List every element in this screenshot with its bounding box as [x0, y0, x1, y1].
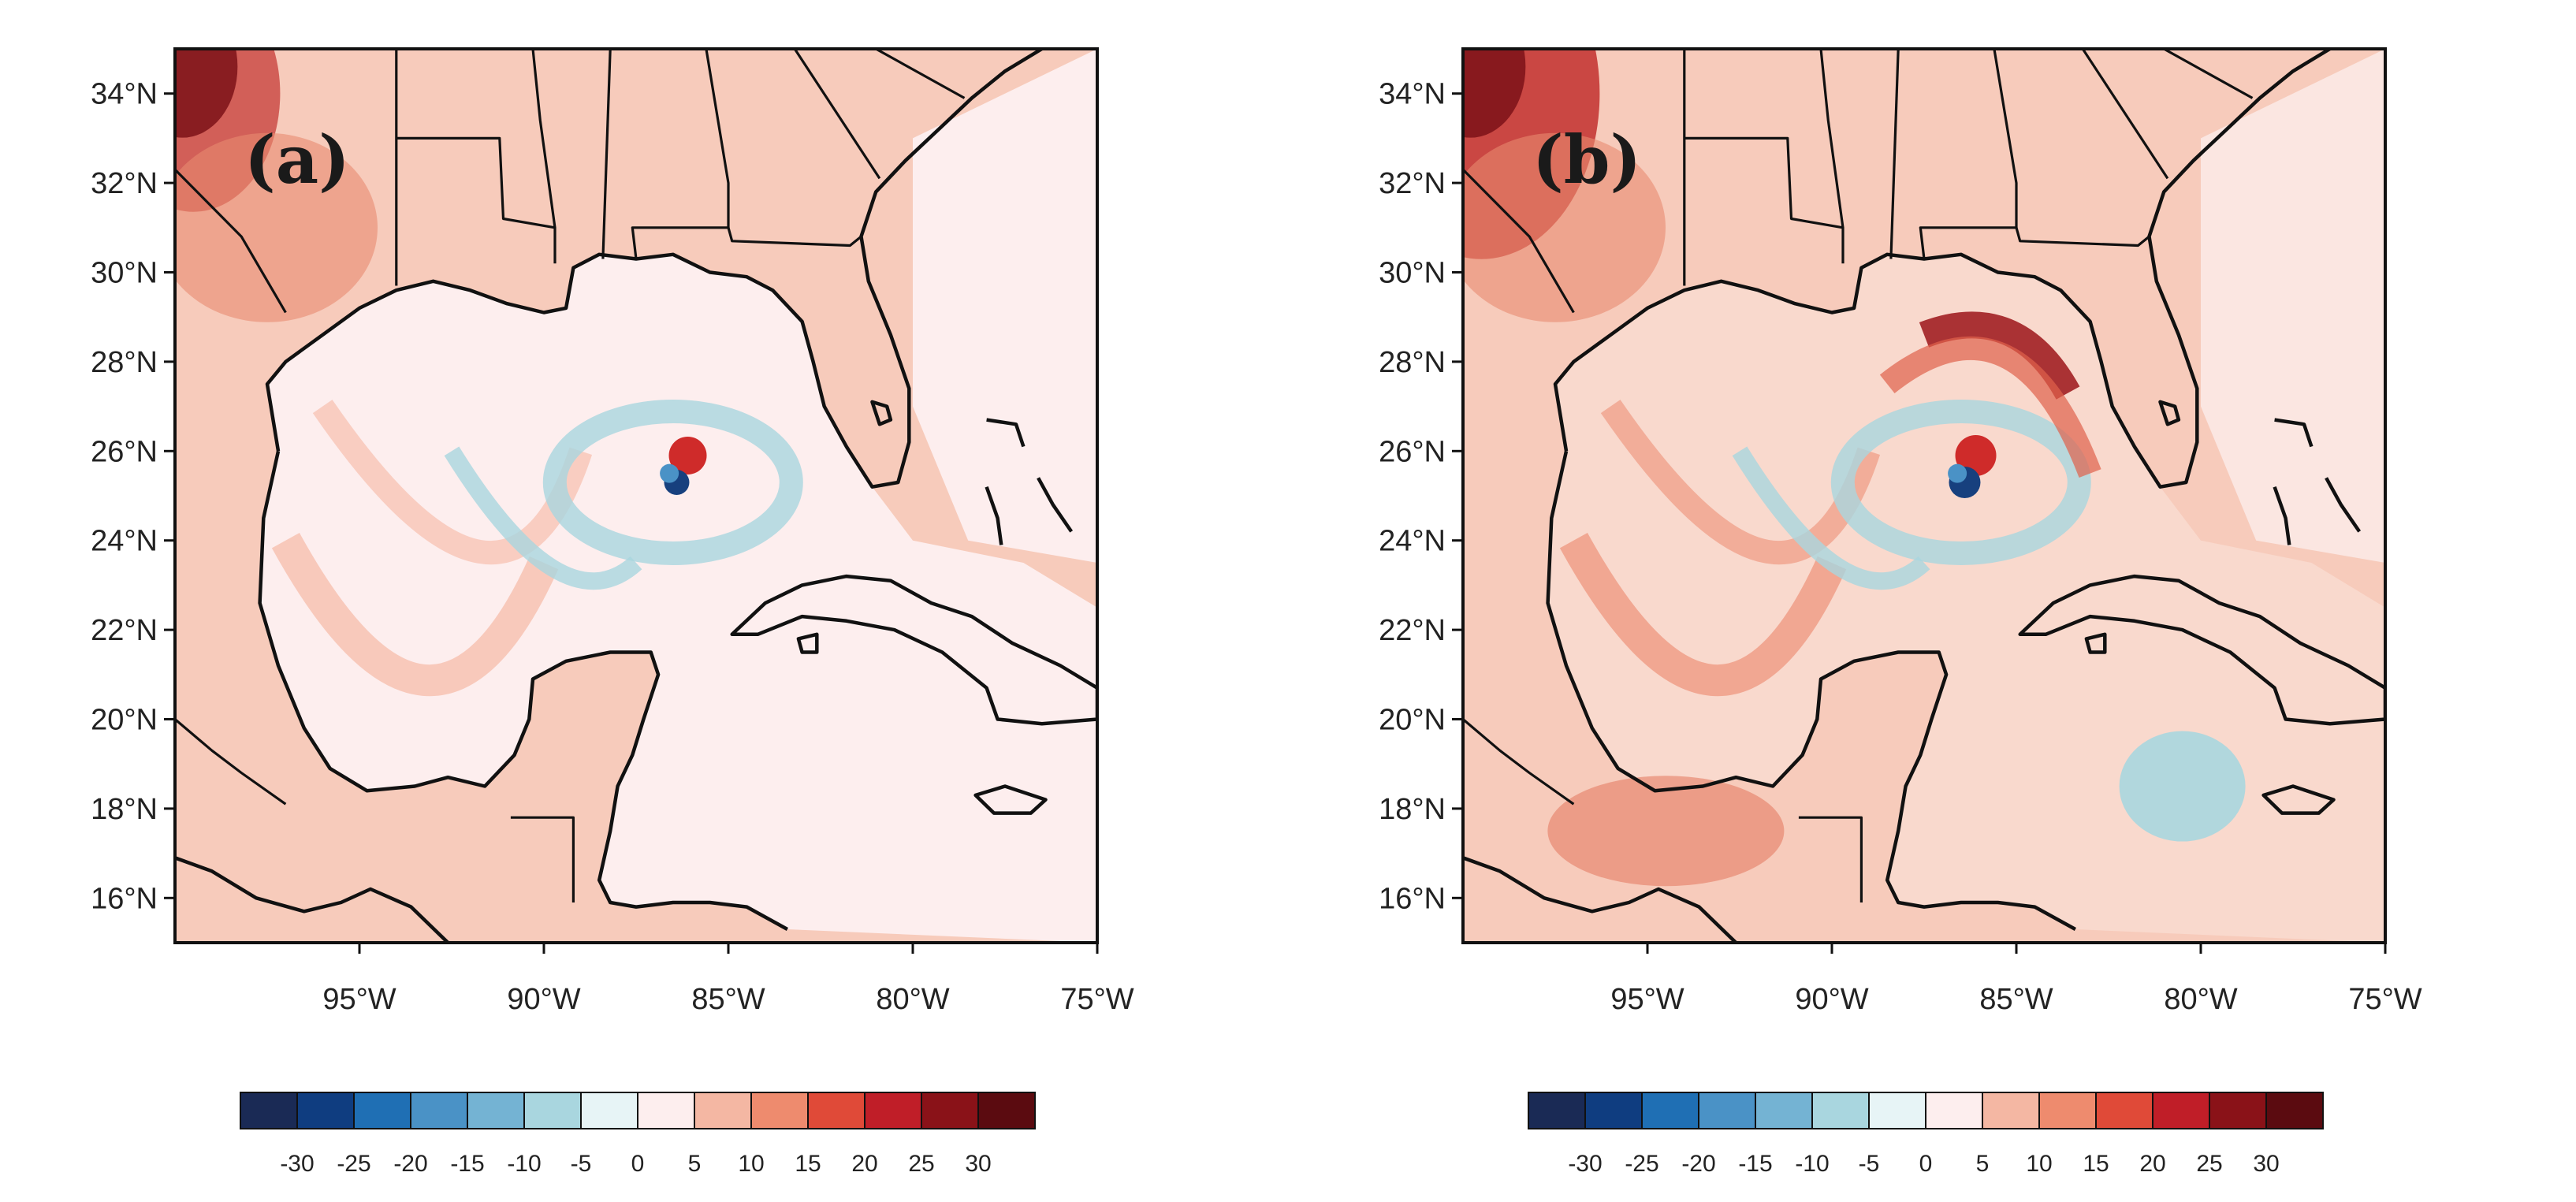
- lat-tick-label: 26°N: [91, 435, 158, 468]
- colorbar-swatch: [1641, 1092, 1699, 1129]
- map-figure: 34°N 32°N 30°N 28°N 26°N 24°N 22°N 20°N 18°N 16°N…: [1379, 47, 2422, 1177]
- lat-tick-label: 32°N: [1379, 167, 1446, 200]
- lat-tick-label: 18°N: [1379, 793, 1446, 826]
- colorbar-label: -30: [280, 1151, 314, 1177]
- colorbar-swatch: [2095, 1092, 2153, 1129]
- colorbar-swatch: [2265, 1092, 2324, 1129]
- colorbar-label: -25: [337, 1151, 370, 1177]
- colorbar-swatch: [1755, 1092, 1813, 1129]
- colorbar-label: 25: [908, 1151, 934, 1177]
- lon-tick-label: 75°W: [1060, 983, 1134, 1016]
- colorbar-label: 5: [1976, 1151, 1990, 1177]
- colorbar-label: 25: [2196, 1151, 2222, 1177]
- lat-tick-label: 18°N: [91, 793, 158, 826]
- colorbar-label: 30: [965, 1151, 991, 1177]
- colorbar-label: -20: [1681, 1151, 1715, 1177]
- lat-tick-label: 34°N: [1379, 78, 1446, 111]
- map-frame: [1461, 47, 2387, 944]
- panel-a: 34°N 32°N 30°N 28°N 26°N 24°N 22°N 20°N 18°N 16°N…: [91, 47, 1134, 1177]
- lon-tick-label: 95°W: [322, 983, 396, 1016]
- colorbar-swatch: [2038, 1092, 2097, 1129]
- colorbar-swatch: [1925, 1092, 1983, 1129]
- colorbar-label: -5: [571, 1151, 592, 1177]
- colorbar-swatch: [410, 1092, 468, 1129]
- colorbar-label: -25: [1625, 1151, 1658, 1177]
- colorbar-swatch: [637, 1092, 695, 1129]
- lat-tick-label: 28°N: [91, 346, 158, 379]
- lon-tick-label: 90°W: [1795, 983, 1868, 1016]
- lat-tick-label: 26°N: [1379, 435, 1446, 468]
- lat-tick-label: 16°N: [91, 882, 158, 915]
- colorbar-swatch: [807, 1092, 865, 1129]
- colorbar-label: -10: [507, 1151, 541, 1177]
- colorbar-label: 10: [738, 1151, 764, 1177]
- lat-tick-label: 34°N: [91, 78, 158, 111]
- lat-tick-label: 24°N: [1379, 525, 1446, 558]
- colorbar-swatch: [523, 1092, 582, 1129]
- colorbar-swatch: [240, 1092, 298, 1129]
- lat-tick-label: 20°N: [91, 704, 158, 737]
- colorbar-swatch: [2209, 1092, 2267, 1129]
- colorbar-label: 15: [795, 1151, 821, 1177]
- colorbar-swatch: [921, 1092, 979, 1129]
- colorbar-label: 10: [2026, 1151, 2052, 1177]
- colorbar-swatch: [1698, 1092, 1756, 1129]
- colorbar-swatch: [977, 1092, 1036, 1129]
- colorbar-swatch: [2152, 1092, 2210, 1129]
- colorbar: -30 -25 -20 -15 -10 -5 0 5 10 15 20 25 30: [1528, 1092, 2324, 1177]
- colorbar-swatch: [467, 1092, 525, 1129]
- colorbar-swatch: [1528, 1092, 1586, 1129]
- map-frame: [173, 47, 1099, 944]
- colorbar-label: 15: [2083, 1151, 2109, 1177]
- colorbar-label: 0: [631, 1151, 645, 1177]
- colorbar-swatch: [580, 1092, 638, 1129]
- map-field-shading: [1463, 49, 2385, 943]
- colorbar-label: 20: [2139, 1151, 2165, 1177]
- map-figure: 34°N 32°N 30°N 28°N 26°N 24°N 22°N 20°N 18°N 16°N…: [91, 47, 1134, 1177]
- colorbar-swatch: [1584, 1092, 1643, 1129]
- lat-tick-label: 22°N: [1379, 614, 1446, 647]
- panel-letter: (a): [244, 121, 350, 199]
- lon-tick-label: 85°W: [1979, 983, 2053, 1016]
- colorbar-swatch: [864, 1092, 922, 1129]
- colorbar-swatch: [1868, 1092, 1926, 1129]
- lat-tick-label: 28°N: [1379, 346, 1446, 379]
- colorbar-label: 20: [851, 1151, 877, 1177]
- lat-tick-label: 30°N: [91, 257, 158, 290]
- colorbar-label: 30: [2253, 1151, 2279, 1177]
- coastlines: [175, 49, 1097, 943]
- colorbar-swatch: [750, 1092, 809, 1129]
- colorbar-label: -20: [393, 1151, 427, 1177]
- lat-tick-label: 16°N: [1379, 882, 1446, 915]
- lon-tick-label: 75°W: [2348, 983, 2422, 1016]
- colorbar-swatch: [296, 1092, 355, 1129]
- colorbar-label: -30: [1568, 1151, 1602, 1177]
- coastlines: [1463, 49, 2385, 943]
- colorbar-label: -15: [1738, 1151, 1772, 1177]
- lon-tick-label: 90°W: [507, 983, 580, 1016]
- colorbar-swatch: [353, 1092, 411, 1129]
- lon-tick-label: 80°W: [876, 983, 949, 1016]
- colorbar-label: 0: [1919, 1151, 1933, 1177]
- colorbar-label: -10: [1795, 1151, 1829, 1177]
- panel-b: 34°N 32°N 30°N 28°N 26°N 24°N 22°N 20°N 18°N 16°N…: [1288, 0, 2576, 1202]
- lon-tick-label: 80°W: [2164, 983, 2237, 1016]
- lon-tick-label: 95°W: [1610, 983, 1684, 1016]
- lat-tick-label: 20°N: [1379, 704, 1446, 737]
- colorbar-label: 5: [688, 1151, 702, 1177]
- lat-tick-label: 24°N: [91, 525, 158, 558]
- map-field-shading: [175, 49, 1097, 943]
- lat-tick-label: 32°N: [91, 167, 158, 200]
- colorbar-swatch: [1982, 1092, 2040, 1129]
- colorbar-swatch: [1811, 1092, 1870, 1129]
- colorbar-label: -5: [1859, 1151, 1880, 1177]
- colorbar-swatch: [694, 1092, 752, 1129]
- colorbar-label: -15: [450, 1151, 484, 1177]
- colorbar: -30 -25 -20 -15 -10 -5 0 5 10 15 20 25 30: [240, 1092, 1036, 1177]
- lon-tick-label: 85°W: [691, 983, 765, 1016]
- lat-tick-label: 30°N: [1379, 257, 1446, 290]
- panel-letter: (b): [1532, 121, 1641, 199]
- lat-tick-label: 22°N: [91, 614, 158, 647]
